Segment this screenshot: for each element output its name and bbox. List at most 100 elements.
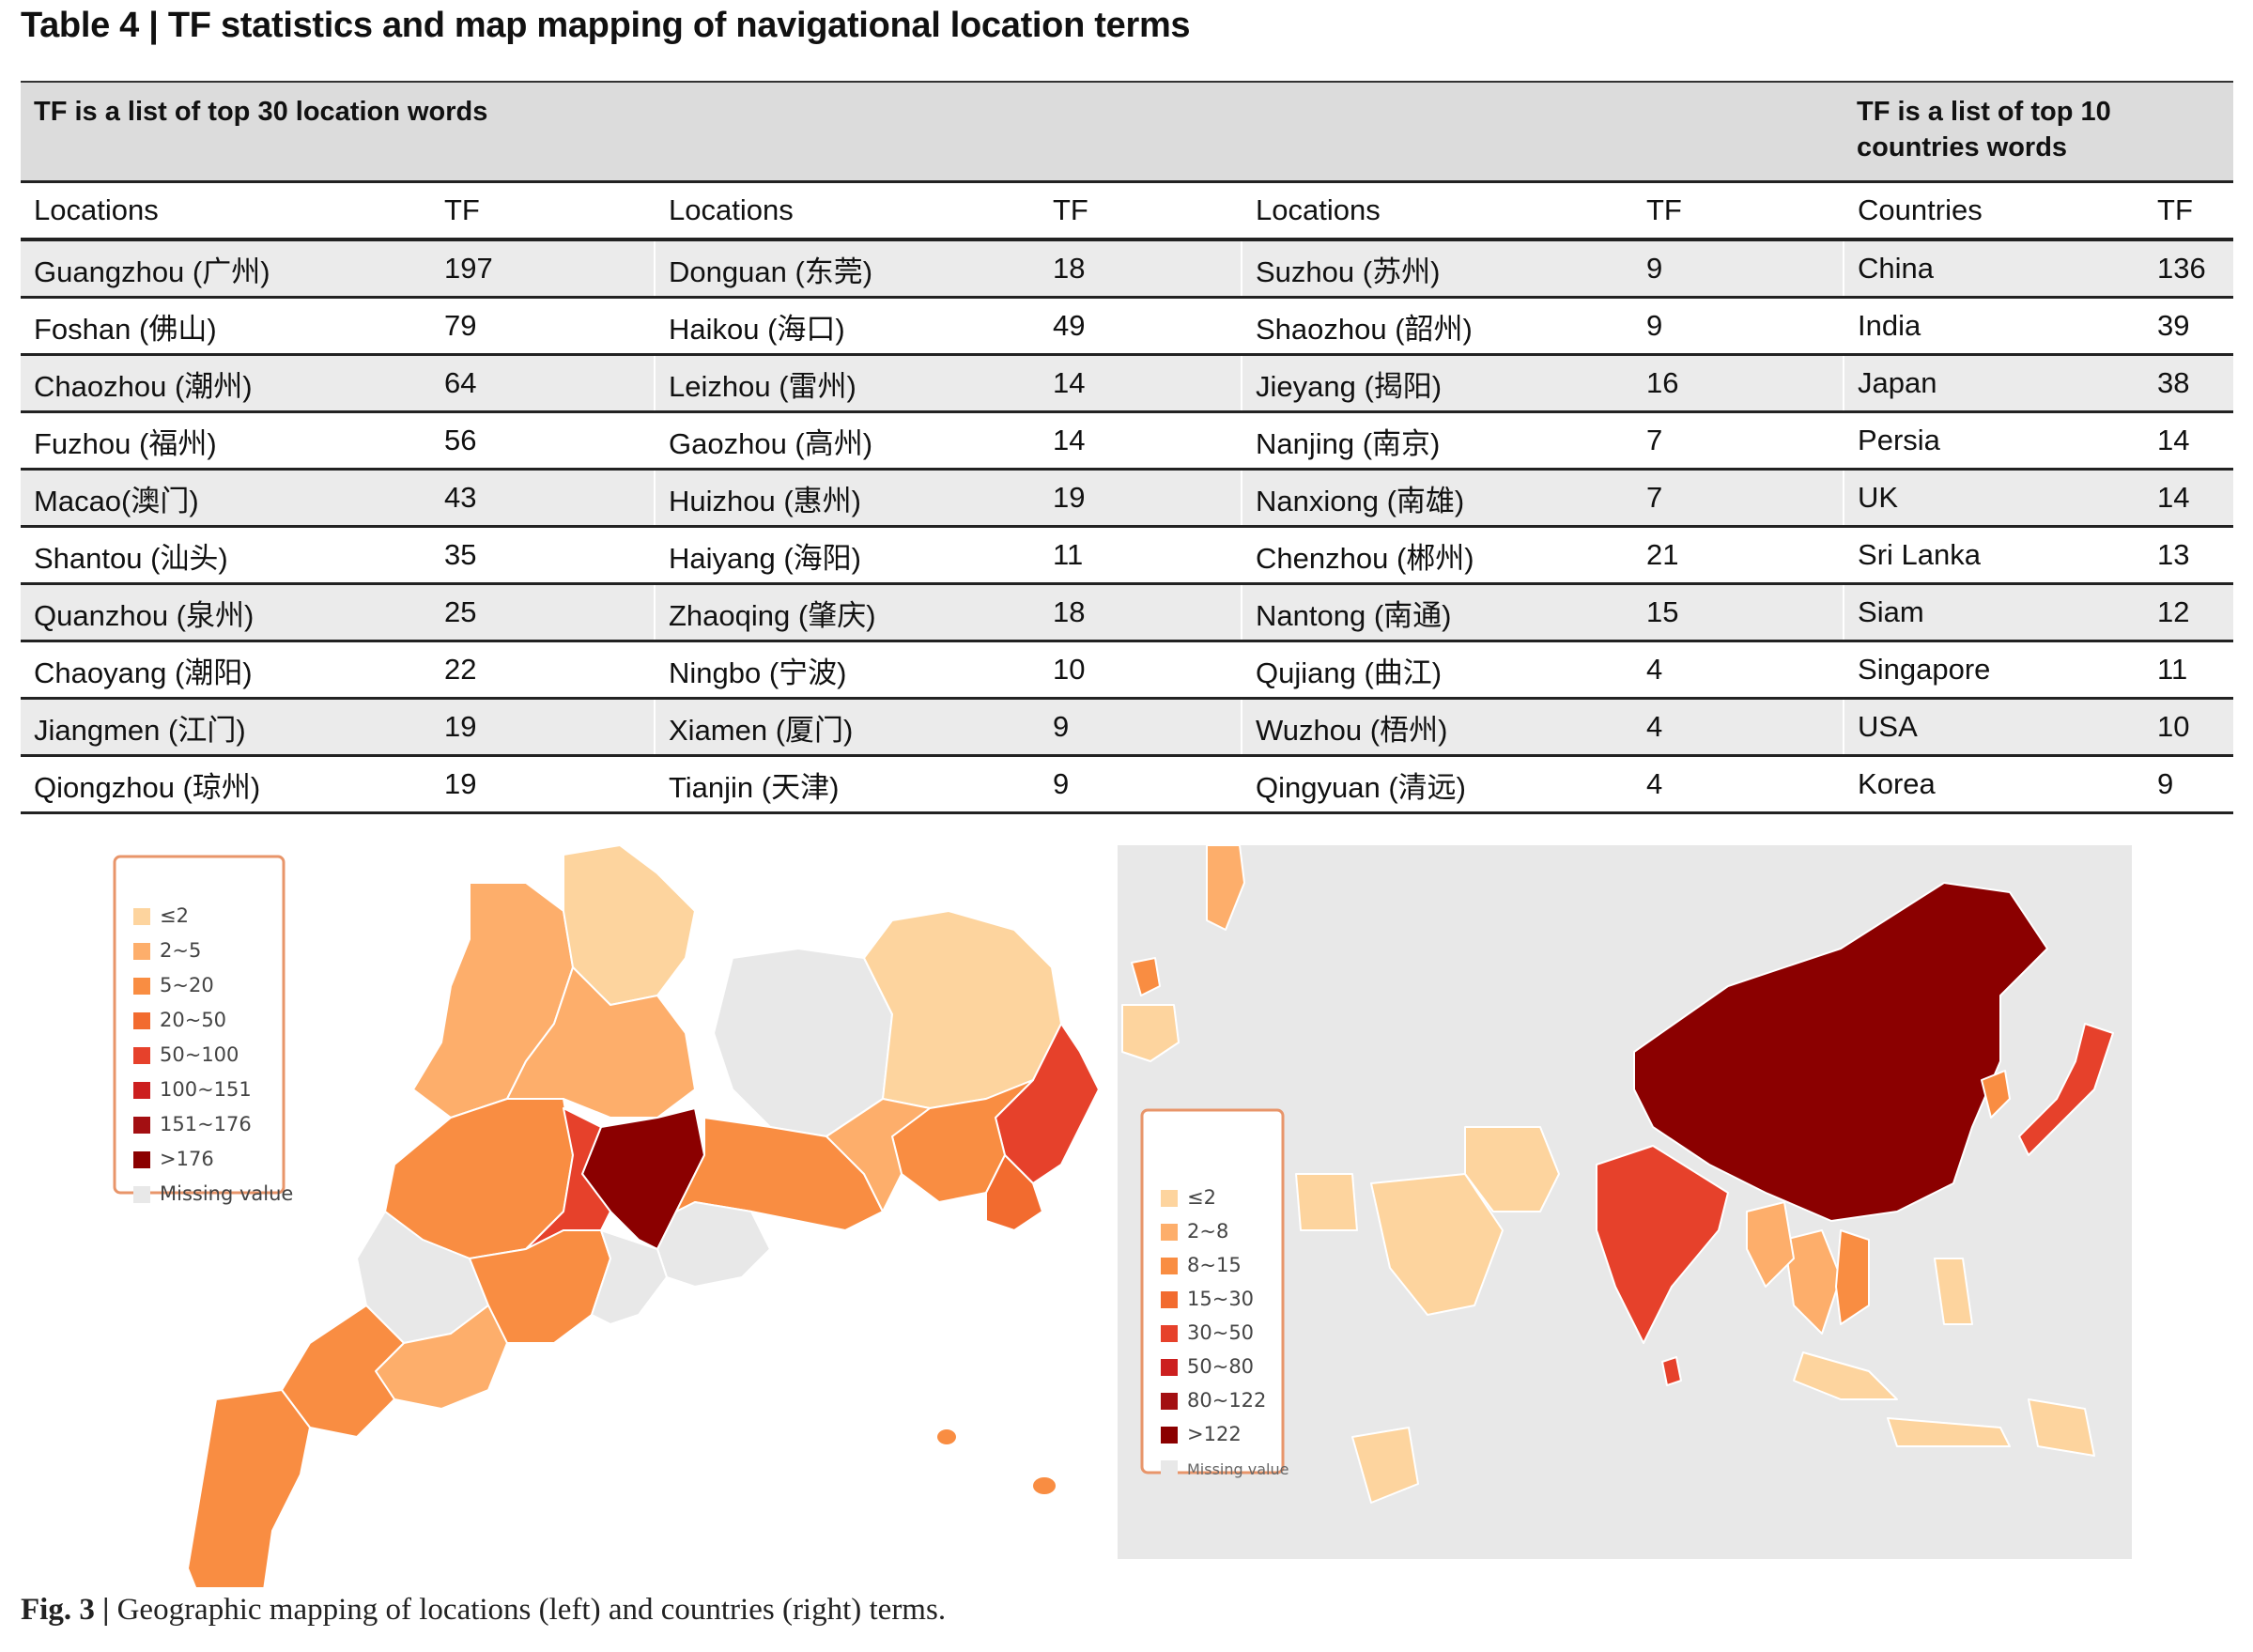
column-header: Locations [21,180,431,241]
tf-value-cell: 11 [2144,641,2234,700]
legend-label: 8~15 [1187,1254,1242,1276]
legend-swatch [133,908,150,925]
tf-value-cell: 4 [1633,755,1845,814]
guangdong-map [187,844,1100,1587]
left-legend: ≤2 2~5 5~20 20~50 50~100 100~151 151~176 >176 Mi… [113,855,293,1205]
location-cell: Siam [1844,583,2145,642]
region-northeast [863,910,1062,1109]
legend-label: 2~5 [160,939,201,962]
tf-value-cell: 11 [1040,526,1242,585]
location-cell: Guangzhou (广州) [21,239,431,299]
country-east-africa [1351,1427,1419,1504]
tf-value-cell: 14 [1040,411,1242,471]
tf-value-cell: 4 [1633,641,1845,700]
legend-label: 151~176 [160,1113,252,1135]
location-cell: Sri Lanka [1844,526,2145,585]
location-cell: India [1844,297,2145,356]
country-png [2028,1398,2095,1457]
maps-figure: ≤2 2~5 5~20 20~50 50~100 100~151 151~176 >176 Mi… [113,844,2132,1587]
legend-swatch [133,1117,150,1134]
location-cell: Shantou (汕头) [21,526,431,585]
island-hainan-dot2 [1033,1477,1056,1494]
tf-value-cell: 19 [1040,469,1242,528]
island-hainan-dot1 [937,1429,956,1444]
tf-value-cell: 79 [431,297,656,356]
legend-swatch [133,943,150,960]
location-cell: Chenzhou (郴州) [1242,526,1633,585]
tf-value-cell: 9 [1040,755,1242,814]
location-cell: Korea [1844,755,2145,814]
table-row: Macao(澳门) 43 Huizhou (惠州) 19 Nanxiong (南雄) 7 U… [21,469,2234,528]
region-east-orange [826,1098,931,1212]
tf-value-cell: 64 [431,354,656,413]
legend-label: 30~50 [1187,1321,1254,1344]
country-scandinavia [1206,844,1245,931]
tf-value-cell: 15 [1633,583,1845,642]
location-cell: Fuzhou (福州) [21,411,431,471]
location-cell: Persia [1844,411,2145,471]
location-cell: Nanjing (南京) [1242,411,1633,471]
region-north-top [563,844,696,1006]
table-row: Foshan (佛山) 79 Haikou (海口) 49 Shaozhou (韶州) 9… [21,297,2234,356]
tf-value-cell: 19 [431,755,656,814]
tf-value-cell: 38 [2144,354,2234,413]
country-myanmar [1746,1201,1795,1288]
legend-label: ≤2 [160,904,189,927]
table-row: Jiangmen (江门) 19 Xiamen (厦门) 9 Wuzhou (梧州) 4 U… [21,698,2234,757]
location-cell: Chaozhou (潮州) [21,354,431,413]
legend-label: 100~151 [160,1078,252,1101]
tf-value-cell: 9 [2144,755,2234,814]
caption-label: Fig. 3 | [21,1593,110,1627]
location-cell: Tianjin (天津) [655,755,1040,814]
tf-value-cell: 18 [1040,239,1242,299]
tf-value-cell: 12 [2144,583,2234,642]
country-philippines [1934,1258,1973,1325]
location-cell: Qujiang (曲江) [1242,641,1633,700]
tf-value-cell: 10 [1040,641,1242,700]
legend-swatch [133,978,150,995]
tf-value-cell: 18 [1040,583,1242,642]
group-header-locations: TF is a list of top 30 location words [21,82,1844,182]
location-cell: Zhaoqing (肇庆) [655,583,1040,642]
tf-value-cell: 21 [1633,526,1845,585]
legend-swatch [1161,1258,1178,1274]
table-row: Chaozhou (潮州) 64 Leizhou (雷州) 14 Jieyang (揭阳… [21,354,2234,413]
country-japan [2018,1023,2114,1156]
column-header: Locations [655,180,1040,241]
country-china [1633,882,2048,1222]
group-header-countries-line2: countries words [1857,132,2068,162]
legend-label: 50~80 [1187,1355,1254,1378]
location-cell: Shaozhou (韶州) [1242,297,1633,356]
country-uk [1131,957,1161,996]
location-cell: Qingyuan (清远) [1242,755,1633,814]
location-cell: Japan [1844,354,2145,413]
legend-swatch [1161,1190,1178,1207]
tf-statistics-table: TF is a list of top 30 location words TF… [21,81,2234,814]
column-header: Locations [1242,180,1633,241]
left-legend-box [113,855,285,1195]
legend-label: ≤2 [1187,1186,1216,1209]
location-cell: Qiongzhou (琼州) [21,755,431,814]
tf-value-cell: 35 [431,526,656,585]
column-header: TF [2144,180,2234,241]
location-cell: Jieyang (揭阳) [1242,354,1633,413]
table-title: Table 4 | TF statistics and map mapping … [21,6,1191,45]
location-cell: Chaoyang (潮阳) [21,641,431,700]
location-cell: Nanxiong (南雄) [1242,469,1633,528]
tf-value-cell: 43 [431,469,656,528]
legend-label: >176 [160,1148,214,1170]
right-legend: ≤2 2~8 8~15 15~30 30~50 50~80 80~122 >122 Missin… [1140,1108,1289,1478]
location-cell: Jiangmen (江门) [21,698,431,757]
location-cell: Macao(澳门) [21,469,431,528]
column-header: TF [1633,180,1845,241]
legend-swatch [1161,1359,1178,1376]
location-cell: Xiamen (厦门) [655,698,1040,757]
table-row: Fuzhou (福州) 56 Gaozhou (高州) 14 Nanjing (南京) 7… [21,411,2234,471]
region-missing-center [713,948,893,1137]
group-header-row: TF is a list of top 30 location words TF… [21,82,2234,182]
caption-text: Geographic mapping of locations (left) a… [109,1593,947,1627]
legend-swatch [133,1151,150,1168]
legend-label: >122 [1187,1423,1242,1445]
tf-value-cell: 14 [2144,469,2234,528]
location-cell: Foshan (佛山) [21,297,431,356]
